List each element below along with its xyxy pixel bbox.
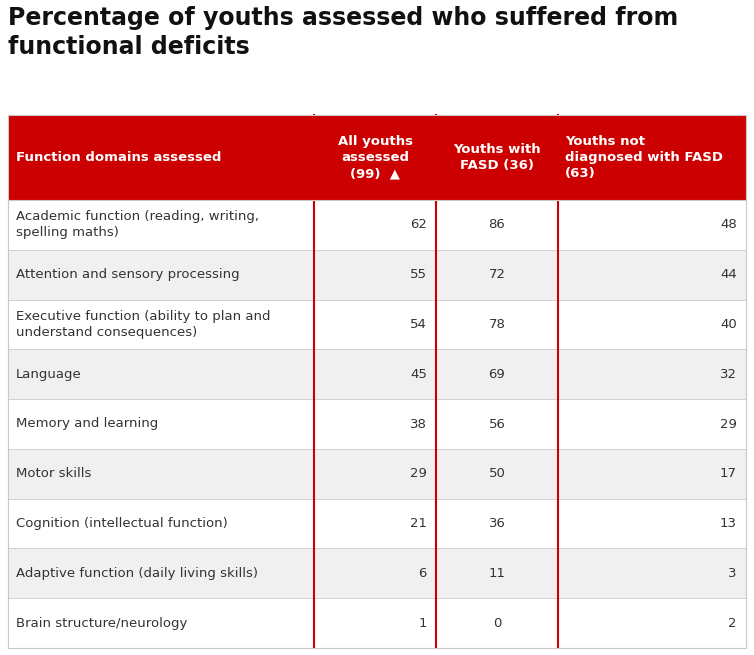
Text: 48: 48 xyxy=(720,218,737,231)
Text: Attention and sensory processing: Attention and sensory processing xyxy=(16,268,239,281)
Text: 1: 1 xyxy=(418,616,427,629)
Text: 40: 40 xyxy=(720,318,737,331)
Text: Youths with
FASD (36): Youths with FASD (36) xyxy=(453,143,541,172)
Text: Academic function (reading, writing,
spelling maths): Academic function (reading, writing, spe… xyxy=(16,210,259,239)
Text: 21: 21 xyxy=(410,517,427,530)
Text: Youths not
diagnosed with FASD
(63): Youths not diagnosed with FASD (63) xyxy=(566,135,723,180)
Text: 78: 78 xyxy=(489,318,505,331)
Text: 6: 6 xyxy=(418,567,427,580)
Text: 13: 13 xyxy=(720,517,737,530)
Text: 32: 32 xyxy=(720,367,737,381)
Text: 50: 50 xyxy=(489,467,505,480)
Text: 86: 86 xyxy=(489,218,505,231)
Text: 0: 0 xyxy=(492,616,501,629)
Text: Motor skills: Motor skills xyxy=(16,467,91,480)
Text: All youths
assessed
(99)  ▲: All youths assessed (99) ▲ xyxy=(338,135,412,180)
Text: 45: 45 xyxy=(410,367,427,381)
Text: Executive function (ability to plan and
understand consequences): Executive function (ability to plan and … xyxy=(16,310,270,339)
Text: 2: 2 xyxy=(728,616,737,629)
Text: Memory and learning: Memory and learning xyxy=(16,417,158,430)
Text: 69: 69 xyxy=(489,367,505,381)
Text: Percentage of youths assessed who suffered from
functional deficits: Percentage of youths assessed who suffer… xyxy=(8,6,679,59)
Text: Language: Language xyxy=(16,367,81,381)
Text: 54: 54 xyxy=(410,318,427,331)
Text: 56: 56 xyxy=(489,417,505,430)
Text: 36: 36 xyxy=(489,517,505,530)
Text: 11: 11 xyxy=(489,567,505,580)
Text: Adaptive function (daily living skills): Adaptive function (daily living skills) xyxy=(16,567,258,580)
Text: 3: 3 xyxy=(728,567,737,580)
Text: Cognition (intellectual function): Cognition (intellectual function) xyxy=(16,517,227,530)
Text: Function domains assessed: Function domains assessed xyxy=(16,151,221,164)
Text: 29: 29 xyxy=(410,467,427,480)
Text: 72: 72 xyxy=(489,268,505,281)
Text: 29: 29 xyxy=(720,417,737,430)
Text: 17: 17 xyxy=(720,467,737,480)
Text: 44: 44 xyxy=(720,268,737,281)
Text: 55: 55 xyxy=(410,268,427,281)
Text: Brain structure/neurology: Brain structure/neurology xyxy=(16,616,187,629)
Text: 62: 62 xyxy=(410,218,427,231)
Text: 38: 38 xyxy=(410,417,427,430)
